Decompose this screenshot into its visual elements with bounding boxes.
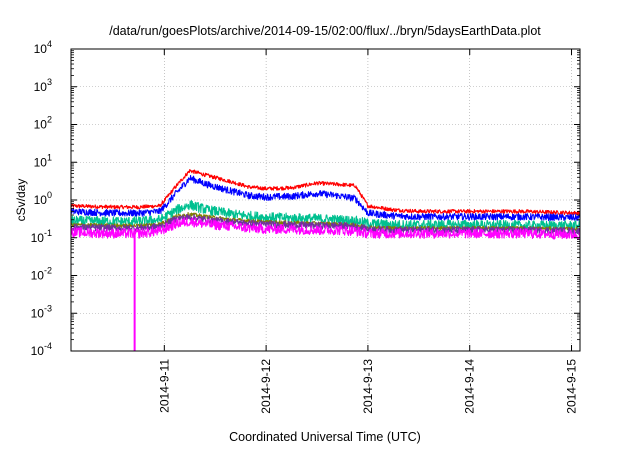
x-tick-label: 2014-9-15 bbox=[565, 359, 579, 414]
y-tick-label: 10-2 bbox=[31, 266, 52, 283]
y-tick-label: 10-4 bbox=[31, 341, 52, 358]
x-tick-label: 2014-9-14 bbox=[463, 359, 477, 414]
y-tick-label: 103 bbox=[34, 77, 52, 94]
x-axis-label: Coordinated Universal Time (UTC) bbox=[229, 430, 421, 444]
y-tick-label: 100 bbox=[34, 190, 52, 207]
series-layer bbox=[71, 168, 580, 351]
series-line bbox=[71, 217, 580, 240]
y-tick-label: 10-1 bbox=[31, 228, 52, 245]
x-tick-label: 2014-9-12 bbox=[259, 359, 273, 414]
y-axis-label: cSv/day bbox=[14, 179, 28, 222]
y-tick-label: 10-3 bbox=[31, 303, 52, 320]
y-tick-label: 101 bbox=[34, 152, 52, 169]
y-axis: 10-4 10-3 10-2 10-1 100 101 102 103 104 bbox=[31, 39, 580, 358]
series-line bbox=[71, 175, 580, 222]
x-tick-label: 2014-9-11 bbox=[157, 359, 171, 413]
series-line bbox=[71, 200, 580, 231]
series-line bbox=[71, 168, 580, 216]
y-tick-label: 104 bbox=[34, 39, 52, 56]
x-axis: 2014-9-11 2014-9-12 2014-9-13 2014-9-14 2014… bbox=[157, 49, 579, 414]
chart-title: /data/run/goesPlots/archive/2014-09-15/0… bbox=[109, 24, 541, 38]
x-tick-label: 2014-9-13 bbox=[361, 359, 375, 414]
grid bbox=[71, 49, 580, 351]
y-tick-label: 102 bbox=[34, 115, 52, 132]
